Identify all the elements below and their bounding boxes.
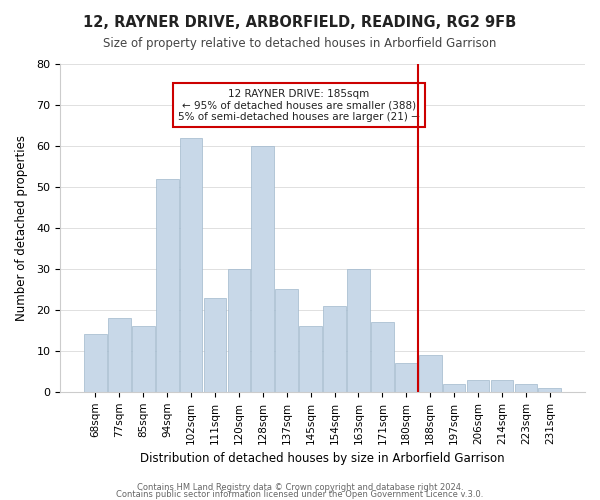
- Y-axis label: Number of detached properties: Number of detached properties: [15, 135, 28, 321]
- Text: 12 RAYNER DRIVE: 185sqm
← 95% of detached houses are smaller (388)
5% of semi-de: 12 RAYNER DRIVE: 185sqm ← 95% of detache…: [178, 88, 419, 122]
- Bar: [275, 290, 298, 392]
- Bar: [515, 384, 537, 392]
- Bar: [84, 334, 107, 392]
- Text: 12, RAYNER DRIVE, ARBORFIELD, READING, RG2 9FB: 12, RAYNER DRIVE, ARBORFIELD, READING, R…: [83, 15, 517, 30]
- Bar: [491, 380, 514, 392]
- X-axis label: Distribution of detached houses by size in Arborfield Garrison: Distribution of detached houses by size …: [140, 452, 505, 465]
- Bar: [203, 298, 226, 392]
- Bar: [156, 178, 179, 392]
- Bar: [108, 318, 131, 392]
- Bar: [179, 138, 202, 392]
- Bar: [132, 326, 155, 392]
- Bar: [227, 269, 250, 392]
- Text: Size of property relative to detached houses in Arborfield Garrison: Size of property relative to detached ho…: [103, 38, 497, 51]
- Bar: [323, 306, 346, 392]
- Bar: [395, 363, 418, 392]
- Text: Contains HM Land Registry data © Crown copyright and database right 2024.: Contains HM Land Registry data © Crown c…: [137, 484, 463, 492]
- Bar: [299, 326, 322, 392]
- Bar: [443, 384, 466, 392]
- Text: Contains public sector information licensed under the Open Government Licence v.: Contains public sector information licen…: [116, 490, 484, 499]
- Bar: [419, 355, 442, 392]
- Bar: [371, 322, 394, 392]
- Bar: [347, 269, 370, 392]
- Bar: [538, 388, 561, 392]
- Bar: [467, 380, 490, 392]
- Bar: [251, 146, 274, 392]
